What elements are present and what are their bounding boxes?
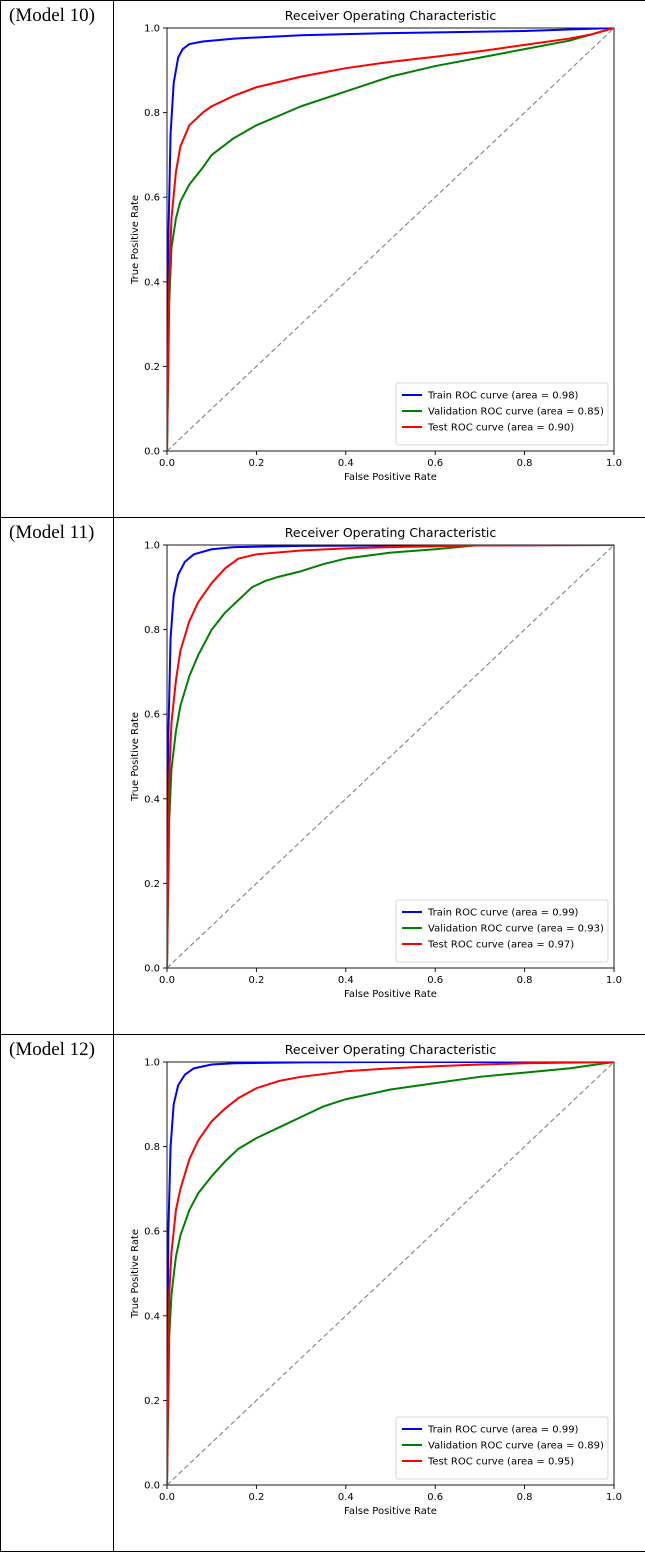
x-tick-label: 0.0 [159, 458, 175, 469]
x-tick-label: 0.2 [248, 975, 264, 986]
legend: Train ROC curve (area = 0.99) Validation … [395, 1416, 609, 1480]
y-tick-label: 0.6 [144, 193, 160, 204]
x-tick-label: 1.0 [606, 458, 622, 469]
x-tick-label: 0.6 [427, 975, 443, 986]
roc-curve [167, 545, 614, 968]
roc-curve [167, 1062, 614, 1485]
model-label: (Model 12) [9, 1039, 96, 1060]
x-tick-label: 1.0 [606, 975, 622, 986]
roc-curve [167, 28, 614, 451]
model-row: (Model 11) Receiver Operating Characteri… [0, 517, 645, 1035]
y-tick-label: 0.6 [144, 1227, 160, 1238]
legend-label: Train ROC curve (area = 0.98) [427, 391, 579, 402]
model-row: (Model 12) Receiver Operating Characteri… [0, 1034, 645, 1552]
y-tick-label: 0.6 [144, 710, 160, 721]
roc-curve [167, 545, 614, 968]
legend-box [395, 899, 609, 963]
x-tick-label: 0.0 [159, 1492, 175, 1503]
chart-cell: Receiver Operating Characteristic 0.0 0.2 0… [113, 517, 645, 1035]
y-tick-label: 1.0 [144, 541, 160, 552]
y-axis-label: True Positive Rate [130, 195, 141, 285]
y-tick-label: 0.4 [144, 794, 160, 805]
model-label: (Model 10) [9, 5, 96, 26]
y-tick-label: 0.0 [144, 1481, 160, 1492]
roc-curve [167, 1062, 614, 1485]
y-tick-label: 0.0 [144, 447, 160, 458]
x-tick-label: 0.4 [338, 975, 354, 986]
model-label-cell: (Model 12) [0, 1034, 114, 1552]
model-label-cell: (Model 11) [0, 517, 114, 1035]
y-tick-label: 0.2 [144, 1396, 160, 1407]
roc-curve [167, 28, 614, 451]
y-tick-label: 1.0 [144, 1058, 160, 1069]
y-tick-label: 0.8 [144, 108, 160, 119]
x-tick-label: 0.8 [517, 458, 533, 469]
legend-label: Train ROC curve (area = 0.99) [427, 908, 579, 919]
x-tick-label: 0.4 [338, 1492, 354, 1503]
roc-chart: Receiver Operating Characteristic 0.0 0.2 0… [130, 1042, 622, 1517]
y-axis-label: True Positive Rate [130, 1229, 141, 1319]
legend: Train ROC curve (area = 0.98) Validation … [395, 382, 609, 446]
legend-label: Validation ROC curve (area = 0.89) [428, 1441, 604, 1452]
roc-chart: Receiver Operating Characteristic 0.0 0.2 0… [130, 525, 622, 1000]
legend-box [395, 1416, 609, 1480]
x-tick-label: 0.6 [427, 1492, 443, 1503]
x-tick-label: 0.4 [338, 458, 354, 469]
chart-cell: Receiver Operating Characteristic 0.0 0.2 0… [113, 1034, 645, 1552]
legend-label: Test ROC curve (area = 0.97) [427, 940, 574, 951]
y-tick-label: 0.0 [144, 964, 160, 975]
x-axis-label: False Positive Rate [344, 1506, 437, 1517]
x-axis-label: False Positive Rate [344, 472, 437, 483]
legend-label: Validation ROC curve (area = 0.93) [428, 924, 604, 935]
roc-curve [167, 1062, 614, 1485]
x-tick-label: 0.8 [517, 1492, 533, 1503]
y-tick-label: 0.8 [144, 625, 160, 636]
legend-label: Validation ROC curve (area = 0.85) [428, 407, 604, 418]
y-tick-label: 0.4 [144, 277, 160, 288]
x-tick-label: 0.0 [159, 975, 175, 986]
legend-label: Train ROC curve (area = 0.99) [427, 1425, 579, 1436]
chart-title: Receiver Operating Characteristic [285, 1042, 497, 1057]
y-axis-label: True Positive Rate [130, 712, 141, 802]
x-tick-label: 0.6 [427, 458, 443, 469]
legend-label: Test ROC curve (area = 0.95) [427, 1457, 574, 1468]
y-tick-label: 0.4 [144, 1311, 160, 1322]
roc-curve [167, 545, 614, 968]
y-tick-label: 0.2 [144, 879, 160, 890]
y-tick-label: 1.0 [144, 24, 160, 35]
x-tick-label: 0.2 [248, 1492, 264, 1503]
model-row: (Model 10) Receiver Operating Characteri… [0, 0, 645, 518]
model-label: (Model 11) [9, 522, 95, 543]
roc-curve [167, 28, 614, 451]
model-label-cell: (Model 10) [0, 0, 114, 518]
chance-line [167, 1062, 614, 1485]
y-tick-label: 0.8 [144, 1142, 160, 1153]
legend-label: Test ROC curve (area = 0.90) [427, 423, 574, 434]
chance-line [167, 28, 614, 451]
chart-title: Receiver Operating Characteristic [285, 525, 497, 540]
y-tick-label: 0.2 [144, 362, 160, 373]
legend-box [395, 382, 609, 446]
roc-chart: Receiver Operating Characteristic 0.0 0.2 0… [130, 8, 622, 483]
x-tick-label: 0.2 [248, 458, 264, 469]
x-axis-label: False Positive Rate [344, 989, 437, 1000]
chance-line [167, 545, 614, 968]
x-tick-label: 0.8 [517, 975, 533, 986]
chart-title: Receiver Operating Characteristic [285, 8, 497, 23]
chart-cell: Receiver Operating Characteristic 0.0 0.2 0… [113, 0, 645, 518]
x-tick-label: 1.0 [606, 1492, 622, 1503]
legend: Train ROC curve (area = 0.99) Validation … [395, 899, 609, 963]
